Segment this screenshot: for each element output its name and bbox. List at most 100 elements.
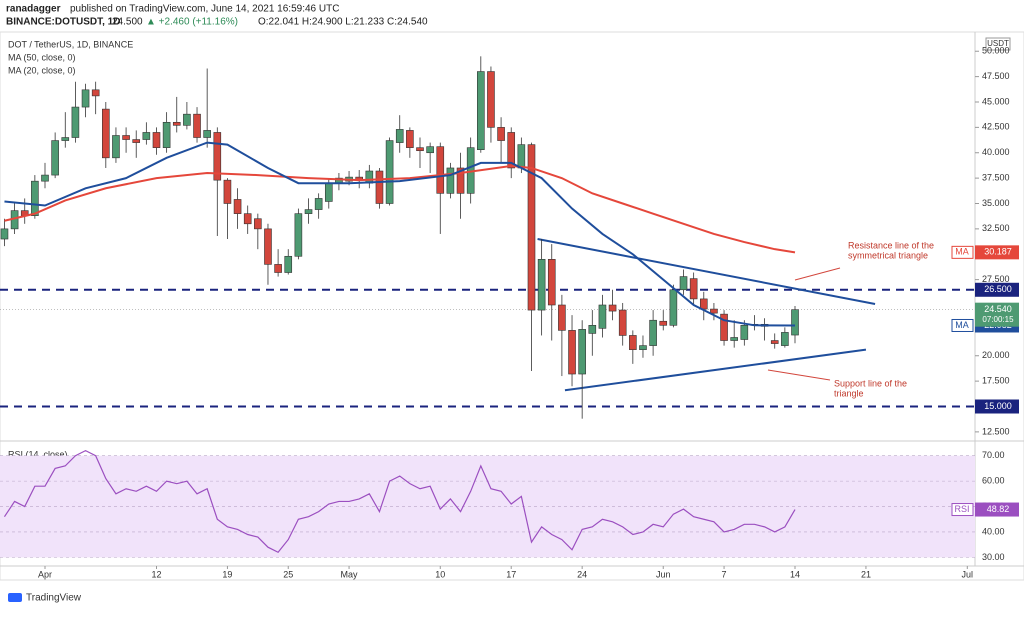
frame [0,31,1024,581]
change: ▲ +2.460 (+11.16%) [146,17,238,28]
trendline [537,238,876,305]
published: published on TradingView.com, June 14, 2… [70,4,339,15]
y-tick-label: 50.000 [982,46,1010,56]
candle-body [537,259,546,311]
rsi-title: RSI (14, close) [8,449,68,459]
candle-body [436,146,445,194]
y-tick-label: 40.000 [982,147,1010,157]
rsi-line [3,449,796,554]
brand: TradingView [26,593,82,604]
author: ranadagger [6,4,61,15]
candle-body [791,309,799,336]
x-tick-label: 17 [506,569,516,579]
y-tick-label: 45.000 [982,96,1010,106]
candle-body [618,309,627,336]
last-price: 24.500 [112,17,143,28]
ma-tag: MA [955,320,969,330]
candle-body [608,304,617,312]
x-tick-label: 14 [790,569,800,579]
candle-body [324,182,333,202]
candle-body [284,255,293,273]
candle-body [649,319,657,346]
candle-body [203,130,211,138]
candle-body [152,132,161,148]
x-tick-label: Jul [962,569,974,579]
rsi-value-bg [975,502,1019,517]
candle-body [193,113,201,138]
candle-body [183,113,191,126]
x-tick-label: Jun [656,569,671,579]
candle-body [639,345,647,350]
symbol: BINANCE:DOTUSDT, 1D [6,17,120,28]
y-tick-label: 70.00 [982,450,1005,460]
candle-body [781,332,789,346]
candle-body [91,89,100,97]
candle-body [669,289,678,326]
candle-body [31,180,39,216]
candle-body [314,198,323,210]
candle-body [61,137,70,141]
y-tick-label: 47.500 [982,71,1010,81]
y-tick-label: 42.500 [982,122,1010,132]
value-tag-bg [975,245,1019,260]
price-tag: 24.540 [984,304,1012,314]
trendline [564,348,867,392]
x-tick-label: 25 [283,569,293,579]
ma-tag-bg [951,245,974,259]
x-tick-label: 24 [577,569,587,579]
candle-body [122,135,130,140]
ma-tag-bg [951,318,974,332]
x-tick-label: Apr [38,569,52,579]
candle-body [740,325,749,340]
candle-body [264,228,272,265]
currency: USDT [987,39,1009,48]
candle-body [162,121,171,148]
candle-body [588,325,597,334]
y-tick-label: 12.500 [982,426,1010,436]
annotation: Support line of the [834,378,907,388]
candle-body [547,259,556,306]
x-tick-label: 12 [151,569,161,579]
currency-box [985,37,1011,51]
candle-body [375,170,384,204]
candle-body [81,89,90,108]
candle-body [243,213,252,225]
chart-title: DOT / TetherUS, 1D, BINANCE [8,39,133,49]
y-tick-label: 27.500 [982,274,1010,284]
candle-body [304,209,313,214]
candle-body [0,228,9,240]
y-tick-label: 40.00 [982,526,1005,536]
ohlc: O:22.041 H:24.900 L:21.233 C:24.540 [258,17,428,28]
candle-body [558,304,566,331]
candle-body [51,140,59,176]
level-tag: 26.500 [984,284,1012,294]
candle-body [71,106,80,138]
candle-body [233,199,242,214]
level-tag-bg [975,282,1019,297]
annotation: triangle [834,388,864,398]
annotation: Resistance line of the [848,240,934,250]
candle-body [406,130,414,148]
candle-body [477,71,485,150]
y-tick-label: 30.00 [982,552,1005,562]
callout [794,267,841,281]
legend: MA (20, close, 0) [8,65,76,75]
candle-body [102,108,110,159]
candle-body [507,132,516,169]
level-tag-bg [975,399,1019,414]
y-tick-label: 60.00 [982,476,1005,486]
candle-body [578,329,586,375]
y-tick-label: 37.500 [982,172,1010,182]
rsi-tag-bg [951,503,974,517]
candle-body [720,313,728,341]
candle-body [223,179,232,204]
callout [767,369,831,381]
candle-body [274,264,282,273]
candle-body [385,140,394,204]
candle-body [710,308,718,314]
candle-body [679,276,688,291]
candle-body [527,144,536,311]
x-tick-label: 21 [861,569,871,579]
x-tick-label: 10 [435,569,445,579]
